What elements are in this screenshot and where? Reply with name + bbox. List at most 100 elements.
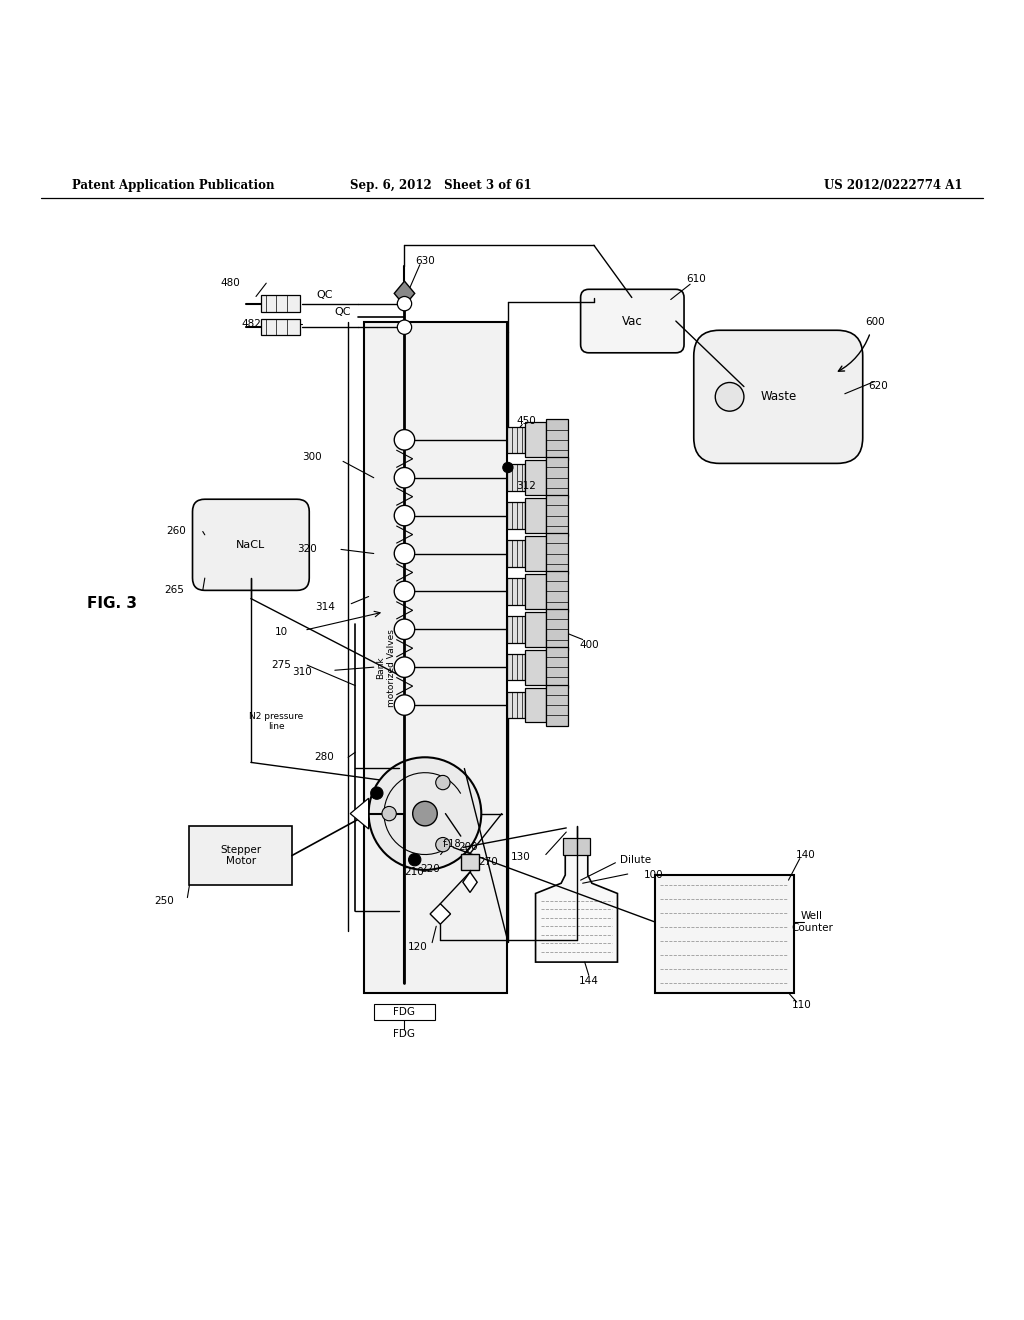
Circle shape	[413, 801, 437, 826]
FancyBboxPatch shape	[581, 289, 684, 352]
Circle shape	[394, 429, 415, 450]
Text: QC: QC	[316, 290, 333, 301]
Text: 400: 400	[579, 640, 599, 649]
Text: 280: 280	[314, 752, 335, 762]
Polygon shape	[394, 281, 415, 306]
Polygon shape	[463, 873, 477, 892]
Text: 310: 310	[292, 668, 312, 677]
Text: Stepper
Motor: Stepper Motor	[220, 845, 261, 866]
Bar	[461, 854, 479, 870]
Circle shape	[394, 544, 415, 564]
Text: 265: 265	[164, 585, 184, 595]
Bar	[525, 574, 546, 609]
Text: 314: 314	[314, 602, 335, 611]
Text: N2 pressure
line: N2 pressure line	[250, 711, 303, 731]
Bar	[546, 685, 568, 726]
Bar	[546, 495, 568, 536]
Bar	[507, 503, 525, 529]
Circle shape	[394, 581, 415, 602]
Text: 130: 130	[510, 851, 530, 862]
Bar	[525, 688, 546, 722]
Text: 250: 250	[154, 896, 174, 906]
Circle shape	[436, 837, 451, 851]
Text: FDG: FDG	[393, 1028, 416, 1039]
Circle shape	[369, 758, 481, 870]
Bar	[546, 420, 568, 461]
Bar	[364, 322, 507, 993]
Circle shape	[394, 467, 415, 488]
Text: 610: 610	[686, 275, 707, 284]
Text: 120: 120	[408, 941, 428, 952]
Text: NaCL: NaCL	[237, 540, 265, 550]
Bar	[655, 875, 794, 993]
Text: 600: 600	[865, 317, 886, 327]
Text: 144: 144	[579, 975, 599, 986]
Text: 260: 260	[166, 527, 186, 536]
Bar	[525, 649, 546, 685]
Text: Waste: Waste	[760, 391, 797, 404]
Text: 312: 312	[516, 480, 537, 491]
Text: 620: 620	[868, 380, 889, 391]
Text: 450: 450	[516, 416, 537, 426]
Text: FDG: FDG	[393, 1007, 416, 1018]
Circle shape	[715, 383, 743, 411]
Circle shape	[397, 319, 412, 334]
Circle shape	[382, 807, 396, 821]
Bar	[546, 647, 568, 688]
Text: 100: 100	[643, 870, 664, 880]
Circle shape	[394, 619, 415, 639]
FancyBboxPatch shape	[193, 499, 309, 590]
FancyBboxPatch shape	[694, 330, 862, 463]
Text: Bank
motorized Valves: Bank motorized Valves	[377, 628, 395, 706]
Text: Vac: Vac	[622, 314, 643, 327]
Text: 200: 200	[458, 842, 478, 851]
Text: US 2012/0222774 A1: US 2012/0222774 A1	[824, 180, 963, 193]
Text: FIG. 3: FIG. 3	[87, 597, 137, 611]
Bar	[261, 296, 300, 312]
Bar	[507, 465, 525, 491]
Text: 210: 210	[403, 867, 424, 878]
Bar	[507, 653, 525, 681]
Bar	[189, 826, 292, 886]
Circle shape	[394, 506, 415, 525]
Circle shape	[436, 775, 451, 789]
Circle shape	[394, 657, 415, 677]
Text: 482: 482	[241, 319, 261, 329]
Bar	[546, 572, 568, 612]
Polygon shape	[536, 854, 617, 962]
Bar	[546, 457, 568, 498]
Circle shape	[409, 854, 421, 866]
Bar	[525, 461, 546, 495]
Bar	[507, 578, 525, 605]
Text: f-18: f-18	[443, 840, 462, 849]
Bar	[261, 319, 300, 335]
Text: 275: 275	[271, 660, 292, 671]
Text: 140: 140	[796, 850, 816, 859]
Bar	[507, 616, 525, 643]
Text: Dilute: Dilute	[621, 854, 651, 865]
Bar	[525, 612, 546, 647]
Bar	[563, 838, 590, 854]
Text: 480: 480	[220, 279, 241, 288]
Text: 110: 110	[792, 1001, 812, 1010]
Text: 630: 630	[415, 256, 435, 265]
Text: 10: 10	[275, 627, 288, 638]
Bar	[507, 692, 525, 718]
Text: 220: 220	[421, 863, 440, 874]
Bar	[546, 533, 568, 574]
Bar	[507, 426, 525, 453]
Bar	[525, 422, 546, 457]
Bar	[507, 540, 525, 566]
Text: 320: 320	[297, 544, 317, 554]
Circle shape	[394, 694, 415, 715]
Circle shape	[397, 297, 412, 310]
Circle shape	[371, 787, 383, 800]
Text: Patent Application Publication: Patent Application Publication	[72, 180, 274, 193]
Text: 270: 270	[478, 857, 499, 867]
Polygon shape	[430, 904, 451, 924]
Polygon shape	[350, 799, 369, 829]
Bar	[525, 498, 546, 533]
Bar	[374, 1005, 435, 1020]
Text: 300: 300	[302, 453, 323, 462]
Bar	[546, 609, 568, 649]
